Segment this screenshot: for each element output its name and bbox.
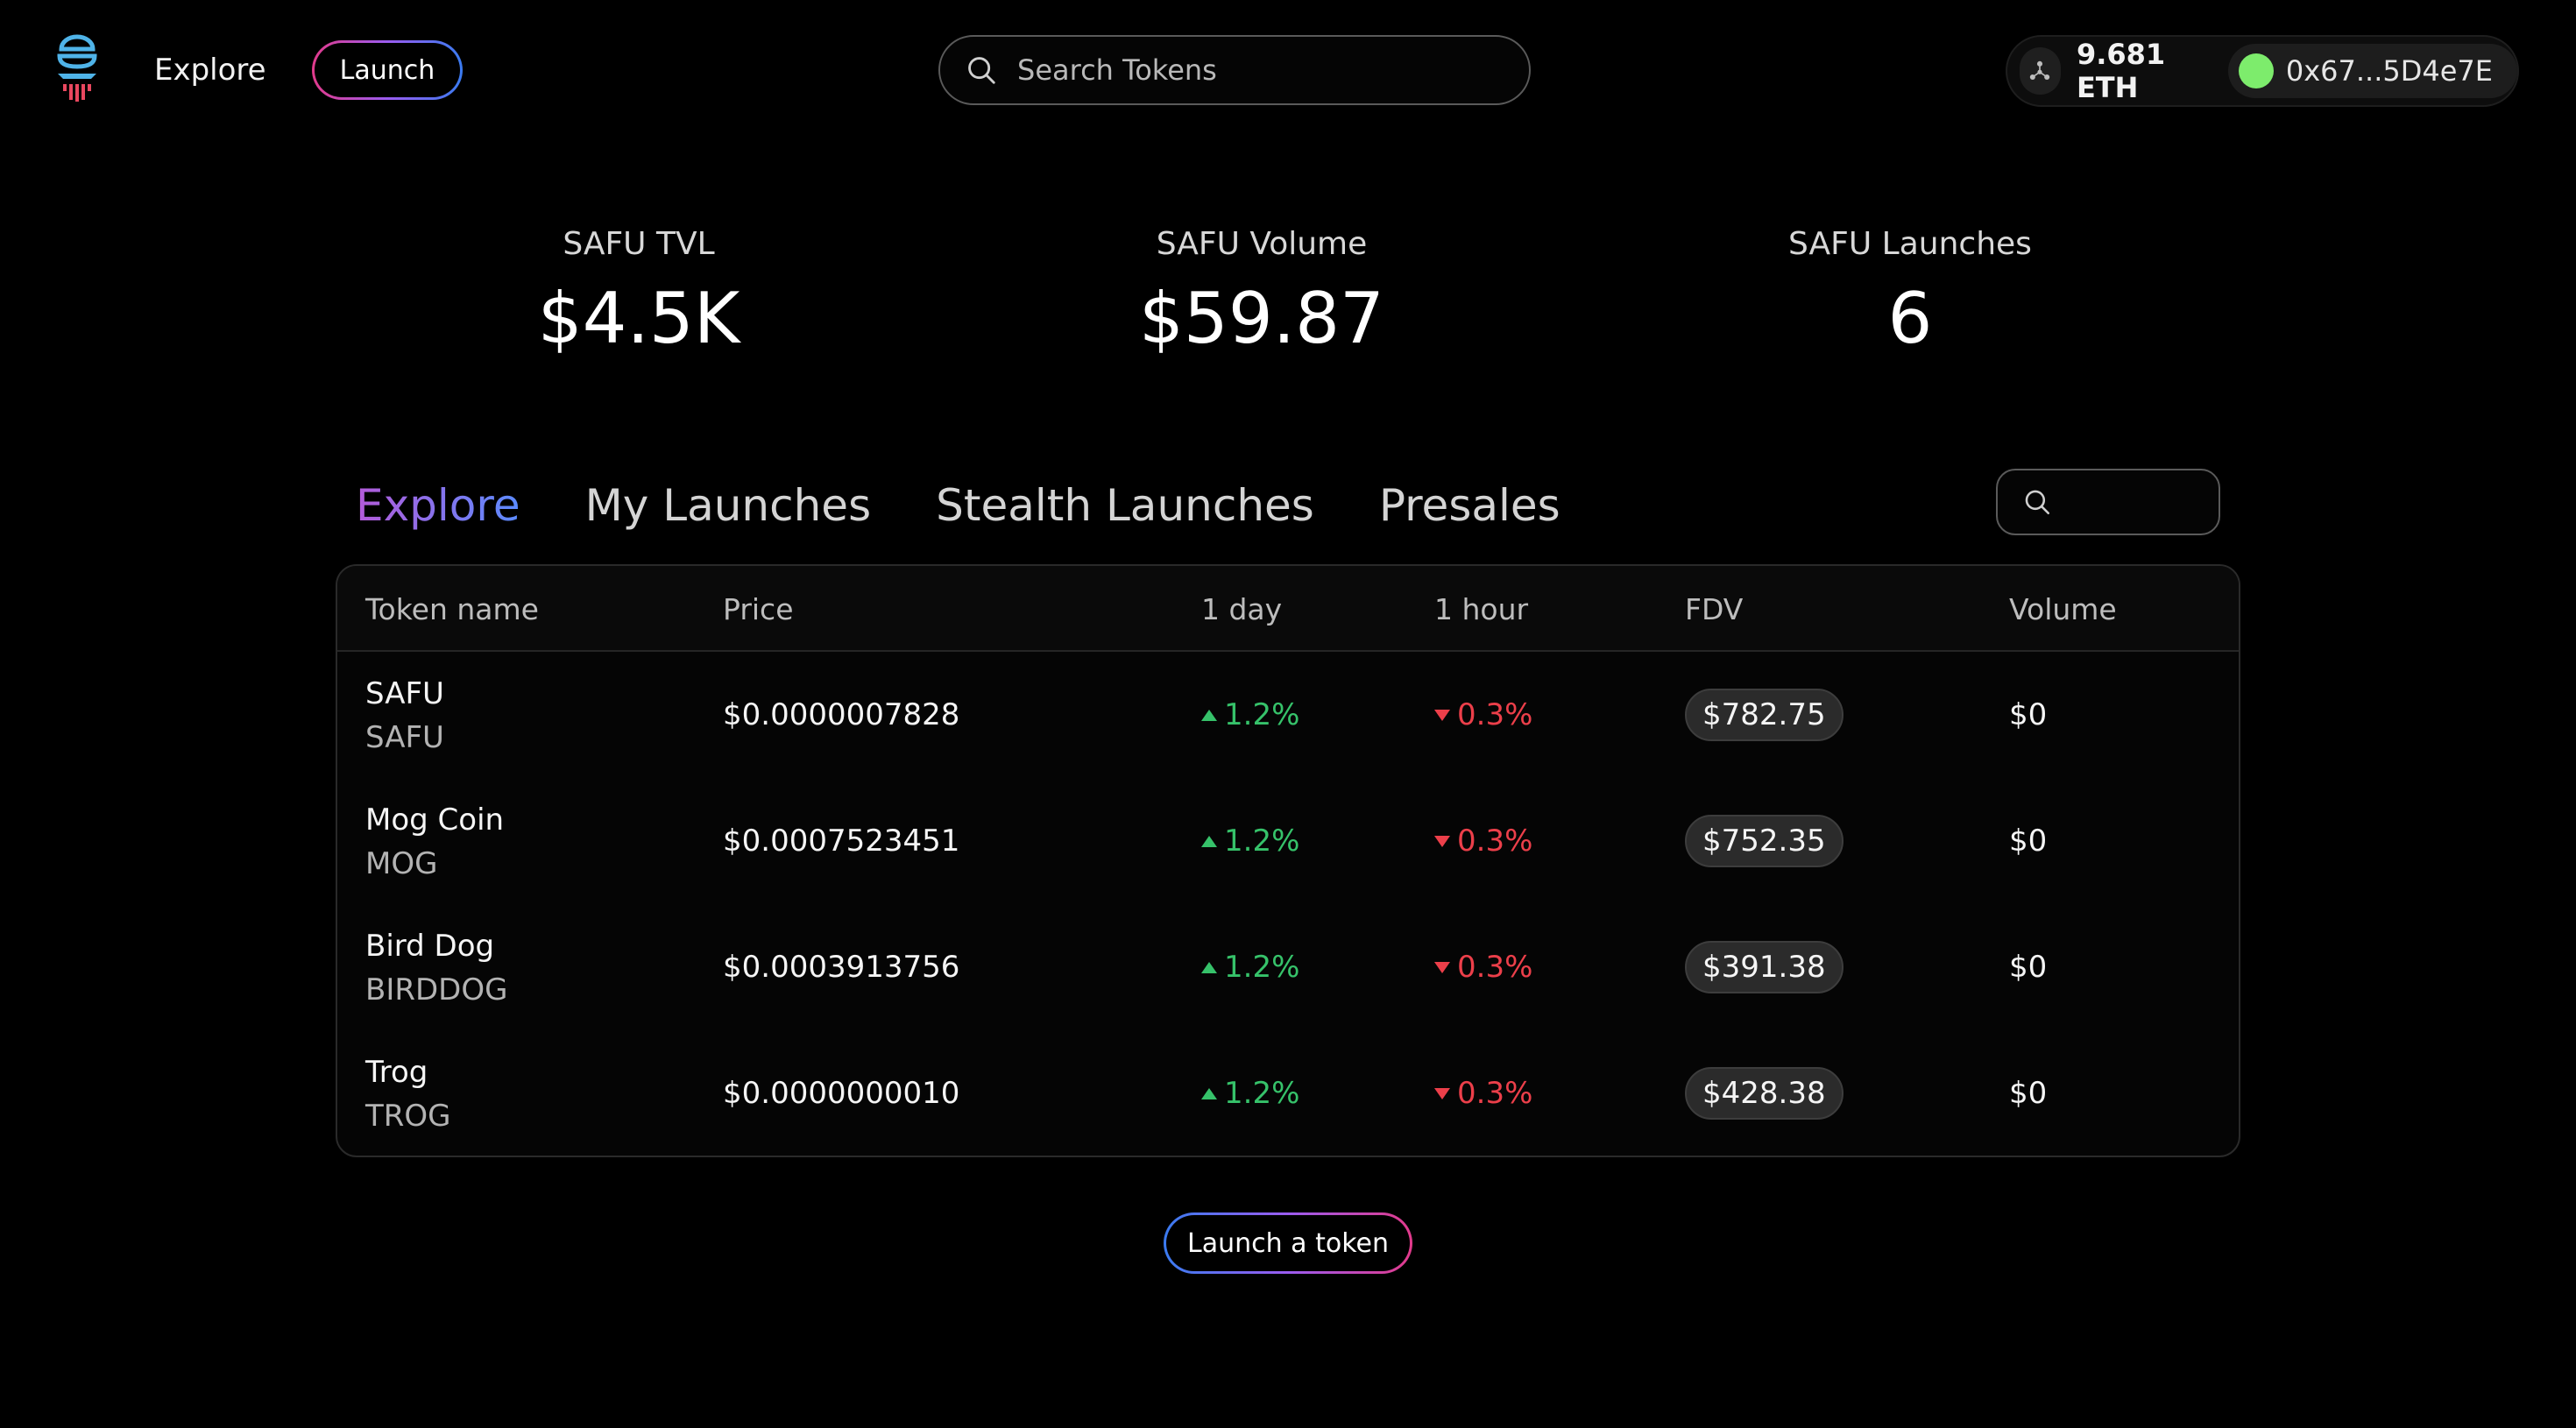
change-1-day: 1.2% (1201, 824, 1299, 859)
search-icon (2025, 490, 2050, 515)
fdv-badge: $428.38 (1685, 1067, 1844, 1120)
change-1-hour-value: 0.3% (1457, 950, 1533, 985)
triangle-down-icon (1434, 709, 1450, 721)
tab-presales[interactable]: Presales (1378, 480, 1560, 531)
token-volume: $0 (2009, 1076, 2048, 1111)
token-name-cell: Mog Coin MOG (365, 802, 504, 881)
change-1-hour: 0.3% (1434, 697, 1532, 732)
token-volume: $0 (2009, 950, 2048, 985)
token-name: Mog Coin (365, 802, 505, 838)
tab-my-launches[interactable]: My Launches (584, 480, 872, 531)
triangle-down-icon (1434, 835, 1450, 847)
network-icon (2030, 60, 2050, 81)
network-selector[interactable] (2020, 47, 2061, 95)
change-1-day: 1.2% (1201, 697, 1299, 732)
wallet-avatar (2238, 53, 2274, 88)
eth-balance: 9.681 ETH (2076, 38, 2166, 104)
fdv-badge: $782.75 (1685, 689, 1844, 741)
table-row[interactable]: Bird Dog BIRDDOG $0.0003913756 1.2% 0.3%… (337, 906, 2239, 1032)
table-row[interactable]: Trog TROG $0.0000000010 1.2% 0.3% $428.3… (337, 1032, 2239, 1156)
tokens-table: Token name Price 1 day 1 hour FDV Volume… (336, 564, 2240, 1157)
token-symbol: MOG (365, 846, 438, 881)
triangle-up-icon (1201, 961, 1217, 973)
table-row[interactable]: SAFU SAFU $0.0000007828 1.2% 0.3% $782.7… (337, 654, 2239, 780)
stat-value: $4.5K (537, 278, 740, 359)
token-symbol: TROG (365, 1099, 451, 1134)
wallet-widget[interactable]: 9.681 ETH 0x67...5D4e7E (2006, 35, 2519, 107)
fdv-badge: $391.38 (1685, 941, 1844, 993)
token-name: Trog (365, 1055, 428, 1090)
search-icon (968, 57, 995, 84)
column-header-volume[interactable]: Volume (2009, 592, 2117, 626)
wallet-address-button[interactable]: 0x67...5D4e7E (2227, 44, 2517, 98)
token-name: SAFU (365, 676, 444, 711)
triangle-down-icon (1434, 961, 1450, 973)
token-price: $0.0003913756 (723, 950, 960, 985)
token-price: $0.0000007828 (723, 697, 960, 732)
change-1-day: 1.2% (1201, 950, 1299, 985)
change-1-day-value: 1.2% (1224, 697, 1300, 732)
token-volume: $0 (2009, 824, 2048, 859)
table-row[interactable]: Mog Coin MOG $0.0007523451 1.2% 0.3% $75… (337, 780, 2239, 906)
column-header-price[interactable]: Price (723, 592, 794, 626)
token-symbol: SAFU (365, 720, 444, 755)
change-1-day-value: 1.2% (1224, 950, 1300, 985)
tab-bar: Explore My Launches Stealth Launches Pre… (356, 480, 1625, 531)
token-price: $0.0000000010 (723, 1076, 960, 1111)
change-1-hour-value: 0.3% (1457, 697, 1533, 732)
change-1-hour: 0.3% (1434, 950, 1532, 985)
tab-explore[interactable]: Explore (356, 480, 520, 531)
tab-stealth-launches[interactable]: Stealth Launches (936, 480, 1314, 531)
stat-tvl: SAFU TVL $4.5K (420, 226, 858, 359)
stat-volume: SAFU Volume $59.87 (1043, 226, 1481, 359)
launch-a-token-label: Launch a token (1166, 1215, 1410, 1271)
token-name-cell: Bird Dog BIRDDOG (365, 929, 507, 1007)
column-header-1-hour[interactable]: 1 hour (1434, 592, 1529, 626)
search-bar[interactable] (938, 35, 1531, 105)
token-symbol: BIRDDOG (365, 972, 508, 1007)
stat-label: SAFU TVL (563, 226, 715, 262)
nav-explore-link[interactable]: Explore (154, 53, 266, 88)
triangle-up-icon (1201, 835, 1217, 847)
change-1-day-value: 1.2% (1224, 824, 1300, 859)
change-1-hour-value: 0.3% (1457, 1076, 1533, 1111)
stat-launches: SAFU Launches 6 (1691, 226, 2129, 359)
token-volume: $0 (2009, 697, 2048, 732)
stat-label: SAFU Launches (1788, 226, 2032, 262)
app-logo-icon[interactable] (53, 33, 102, 103)
stat-label: SAFU Volume (1156, 226, 1368, 262)
triangle-down-icon (1434, 1087, 1450, 1099)
change-1-hour: 0.3% (1434, 1076, 1532, 1111)
change-1-hour-value: 0.3% (1457, 824, 1533, 859)
search-input[interactable] (1017, 53, 1490, 87)
table-search-input[interactable] (1996, 469, 2220, 535)
change-1-day: 1.2% (1201, 1076, 1299, 1111)
fdv-badge: $752.35 (1685, 815, 1844, 867)
launch-button-label: Launch (315, 43, 460, 97)
token-name-cell: Trog TROG (365, 1055, 451, 1134)
wallet-address: 0x67...5D4e7E (2285, 54, 2493, 88)
column-header-token-name[interactable]: Token name (365, 592, 539, 626)
launch-a-token-button[interactable]: Launch a token (1164, 1212, 1412, 1274)
token-price: $0.0007523451 (723, 824, 960, 859)
column-header-1-day[interactable]: 1 day (1201, 592, 1283, 626)
token-name-cell: SAFU SAFU (365, 676, 444, 755)
stat-value: 6 (1887, 278, 1933, 359)
column-header-fdv[interactable]: FDV (1685, 592, 1744, 626)
launch-button[interactable]: Launch (312, 40, 463, 100)
triangle-up-icon (1201, 709, 1217, 721)
token-name: Bird Dog (365, 929, 495, 964)
stat-value: $59.87 (1139, 278, 1384, 359)
change-1-day-value: 1.2% (1224, 1076, 1300, 1111)
table-header: Token name Price 1 day 1 hour FDV Volume (337, 566, 2239, 652)
change-1-hour: 0.3% (1434, 824, 1532, 859)
triangle-up-icon (1201, 1087, 1217, 1099)
